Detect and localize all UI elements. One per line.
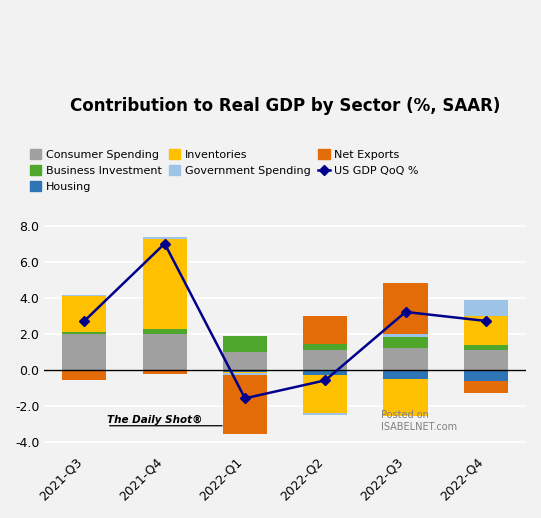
Bar <box>303 369 347 375</box>
Bar <box>143 237 187 239</box>
Bar <box>384 334 427 337</box>
Text: Posted on
ISABELNET.com: Posted on ISABELNET.com <box>381 410 458 431</box>
Bar <box>464 369 508 381</box>
Bar <box>464 350 508 369</box>
Bar <box>62 295 107 296</box>
Bar <box>62 332 107 334</box>
Bar <box>223 375 267 434</box>
Bar <box>384 348 427 369</box>
Bar <box>384 379 427 416</box>
Bar <box>384 283 427 334</box>
Bar <box>62 334 107 369</box>
Bar <box>384 369 427 379</box>
Bar <box>303 413 347 414</box>
Bar <box>62 296 107 332</box>
Bar <box>384 337 427 348</box>
Bar <box>223 373 267 375</box>
Bar <box>303 315 347 344</box>
Bar <box>464 300 508 316</box>
Bar <box>223 336 267 352</box>
Bar <box>223 352 267 369</box>
Bar <box>143 334 187 369</box>
Bar <box>143 371 187 374</box>
Bar <box>223 369 267 372</box>
Bar <box>143 329 187 334</box>
Bar <box>303 375 347 413</box>
Bar <box>464 345 508 350</box>
Bar <box>303 344 347 350</box>
Bar <box>143 239 187 329</box>
Bar <box>223 372 267 373</box>
Bar <box>464 316 508 345</box>
Legend: Consumer Spending, Business Investment, Housing, Inventories, Government Spendin: Consumer Spending, Business Investment, … <box>26 145 423 196</box>
Title: Contribution to Real GDP by Sector (%, SAAR): Contribution to Real GDP by Sector (%, S… <box>70 97 500 114</box>
Bar <box>464 381 508 393</box>
Bar <box>62 369 107 370</box>
Bar <box>143 369 187 371</box>
Text: The Daily Shot®: The Daily Shot® <box>107 414 202 425</box>
Bar <box>62 370 107 380</box>
Bar <box>303 350 347 369</box>
